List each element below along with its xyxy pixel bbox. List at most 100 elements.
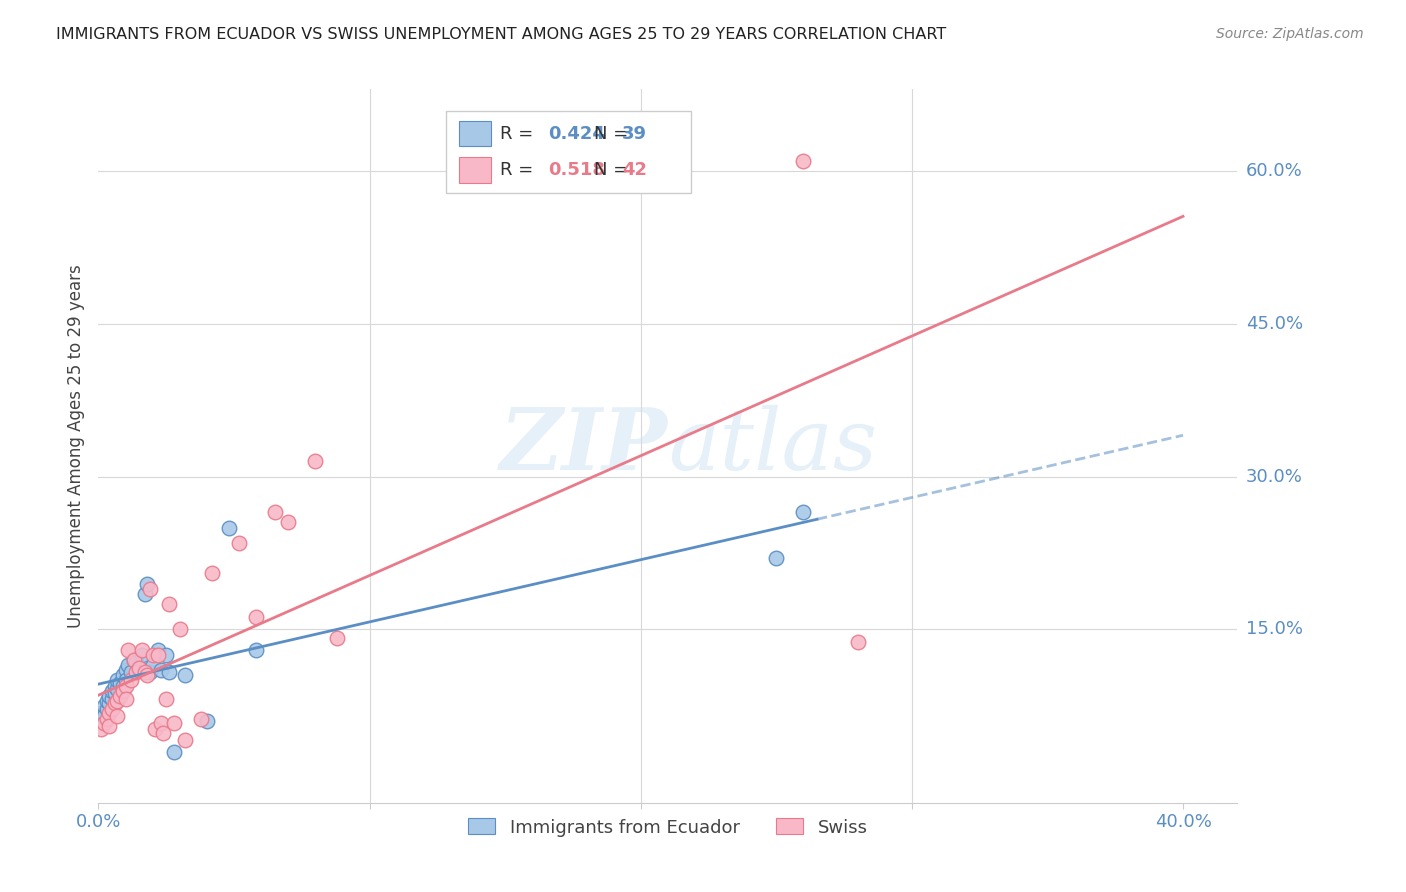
Text: ZIP: ZIP <box>501 404 668 488</box>
Point <box>93 698 115 713</box>
Point <box>111 683 134 698</box>
Point <box>114 673 136 688</box>
Point <box>174 732 197 747</box>
Point <box>108 675 131 690</box>
Point <box>228 536 250 550</box>
Point <box>136 668 159 682</box>
Point <box>131 643 153 657</box>
Point <box>128 661 150 675</box>
Point <box>98 696 121 710</box>
Point <box>142 658 165 673</box>
Point <box>174 668 197 682</box>
Point <box>107 681 129 696</box>
Point <box>90 723 112 737</box>
Text: atlas: atlas <box>668 405 877 487</box>
Point <box>157 597 180 611</box>
Point <box>98 689 121 703</box>
Point <box>139 582 162 596</box>
Point <box>107 709 129 723</box>
Point <box>93 709 115 723</box>
Legend: Immigrants from Ecuador, Swiss: Immigrants from Ecuador, Swiss <box>461 811 875 844</box>
Point <box>128 661 150 675</box>
Point <box>122 653 145 667</box>
Point <box>104 686 127 700</box>
Point <box>152 726 174 740</box>
Point <box>120 665 142 680</box>
FancyBboxPatch shape <box>460 157 491 183</box>
Y-axis label: Unemployment Among Ages 25 to 29 years: Unemployment Among Ages 25 to 29 years <box>66 264 84 628</box>
Point <box>134 587 156 601</box>
Text: 39: 39 <box>623 125 647 143</box>
Point <box>114 691 136 706</box>
Point <box>98 719 121 733</box>
Text: 15.0%: 15.0% <box>1246 621 1302 639</box>
Point <box>201 566 224 581</box>
Point <box>104 696 127 710</box>
Point <box>149 663 172 677</box>
Text: R =: R = <box>501 125 540 143</box>
Point <box>117 643 139 657</box>
Point <box>131 648 153 662</box>
Point <box>218 520 240 534</box>
Point <box>163 745 186 759</box>
Point <box>96 702 118 716</box>
Point <box>157 665 180 680</box>
Point <box>125 665 148 680</box>
Text: 45.0%: 45.0% <box>1246 315 1303 333</box>
Point <box>155 648 177 662</box>
Text: N =: N = <box>593 161 634 178</box>
Text: R =: R = <box>501 161 540 178</box>
Point <box>114 663 136 677</box>
Text: 30.0%: 30.0% <box>1246 467 1302 485</box>
Point <box>120 673 142 688</box>
Text: IMMIGRANTS FROM ECUADOR VS SWISS UNEMPLOYMENT AMONG AGES 25 TO 29 YEARS CORRELAT: IMMIGRANTS FROM ECUADOR VS SWISS UNEMPLO… <box>56 27 946 42</box>
Text: 60.0%: 60.0% <box>1246 161 1302 180</box>
Text: 0.424: 0.424 <box>548 125 605 143</box>
Point <box>146 648 169 662</box>
Text: 42: 42 <box>623 161 647 178</box>
Point <box>245 643 267 657</box>
Point <box>163 716 186 731</box>
Point <box>107 673 129 688</box>
Point <box>122 653 145 667</box>
Point <box>111 668 134 682</box>
Point <box>107 694 129 708</box>
Text: Source: ZipAtlas.com: Source: ZipAtlas.com <box>1216 27 1364 41</box>
Point <box>263 505 285 519</box>
Point <box>792 505 814 519</box>
Point <box>98 706 121 720</box>
Point <box>846 634 869 648</box>
Point <box>155 691 177 706</box>
Point <box>117 658 139 673</box>
Point <box>245 610 267 624</box>
Point <box>146 643 169 657</box>
Point <box>101 683 124 698</box>
Point <box>304 454 326 468</box>
Point <box>195 714 218 729</box>
Point <box>96 712 118 726</box>
Point <box>145 723 167 737</box>
Point <box>136 576 159 591</box>
Point <box>169 623 191 637</box>
Point <box>149 716 172 731</box>
Point <box>134 665 156 680</box>
Point <box>765 551 787 566</box>
Text: N =: N = <box>593 125 634 143</box>
Text: 0.518: 0.518 <box>548 161 605 178</box>
Point <box>114 679 136 693</box>
Point <box>139 665 162 680</box>
Point <box>125 655 148 669</box>
Point <box>101 702 124 716</box>
Point <box>111 679 134 693</box>
FancyBboxPatch shape <box>460 120 491 146</box>
Point <box>108 689 131 703</box>
Point <box>104 679 127 693</box>
Point <box>277 516 299 530</box>
Point <box>101 691 124 706</box>
Point <box>90 706 112 720</box>
Point <box>142 648 165 662</box>
Point <box>93 716 115 731</box>
Point <box>190 712 212 726</box>
Point <box>96 694 118 708</box>
Point <box>792 153 814 168</box>
